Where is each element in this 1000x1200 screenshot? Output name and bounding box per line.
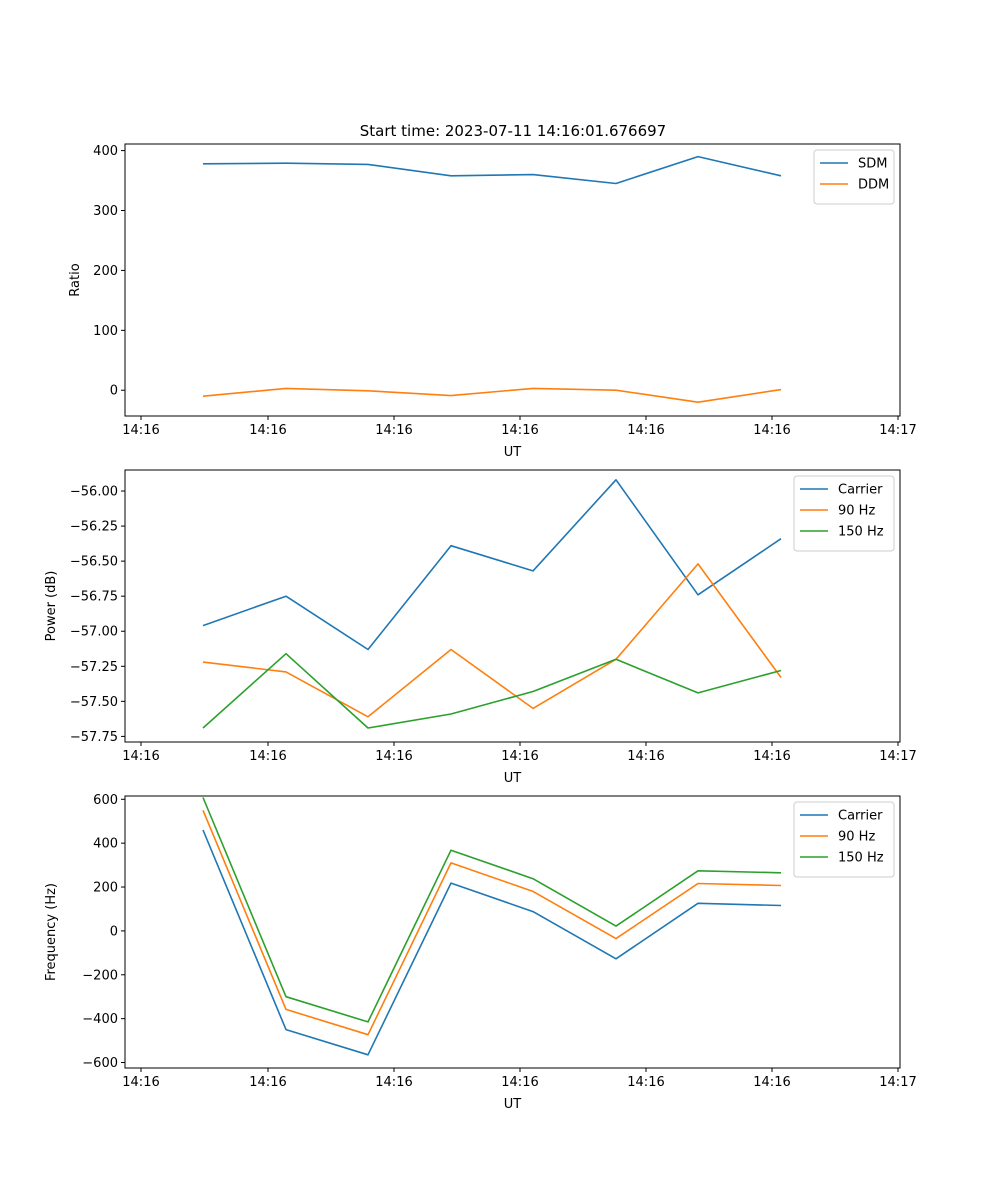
frequency-y-tick-label: −600 <box>82 1056 118 1071</box>
frequency-axes-frame <box>124 795 901 1069</box>
ratio-x-tick-label: 14:16 <box>375 423 412 438</box>
ratio-legend-label: DDM <box>858 178 889 193</box>
ratio-y-tick-label: 300 <box>93 204 118 219</box>
ratio-y-axis-label: Ratio <box>68 263 83 296</box>
frequency-y-tick-label: 200 <box>93 881 118 896</box>
frequency-x-axis-label: UT <box>504 1097 522 1112</box>
power-series-carrier <box>202 478 782 651</box>
power-x-axis-label: UT <box>504 771 522 786</box>
frequency-panel: 14:16 14:16 14:16 14:16 14:16 14:16 14:17 UT −60… <box>44 793 917 1112</box>
ratio-x-tick-label: 14:16 <box>753 423 790 438</box>
ratio-x-tick-label: 14:16 <box>122 423 159 438</box>
frequency-y-tick-label: −200 <box>82 968 118 983</box>
ratio-axes-frame <box>124 143 901 417</box>
power-y-axis-label: Power (dB) <box>44 571 59 642</box>
frequency-x-tick-label: 14:17 <box>879 1075 916 1090</box>
frequency-series-carrier <box>202 829 782 1056</box>
frequency-x-tick-label: 14:16 <box>122 1075 159 1090</box>
ratio-x-tick-label: 14:16 <box>501 423 538 438</box>
ratio-y-tick-label: 200 <box>93 264 118 279</box>
frequency-legend-label: 150 Hz <box>838 851 884 866</box>
power-x-tick-label: 14:16 <box>627 749 664 764</box>
power-y-tick-label: −56.50 <box>70 555 118 570</box>
power-x-tick-label: 14:16 <box>249 749 286 764</box>
frequency-legend-label: Carrier <box>838 809 883 824</box>
power-panel: 14:16 14:16 14:16 14:16 14:16 14:16 14:17 UT −57… <box>44 469 917 786</box>
frequency-y-tick-label: 600 <box>93 793 118 808</box>
power-y-tick-label: −56.25 <box>70 520 118 535</box>
power-y-tick-label: −57.00 <box>70 625 118 640</box>
frequency-legend-label: 90 Hz <box>838 830 875 845</box>
power-x-tick-label: 14:16 <box>753 749 790 764</box>
power-x-tick-label: 14:16 <box>122 749 159 764</box>
power-axes-frame <box>124 469 901 743</box>
power-legend: Carrier 90 Hz 150 Hz <box>793 475 895 552</box>
ratio-x-tick-label: 14:16 <box>627 423 664 438</box>
ratio-x-tick-label: 14:16 <box>249 423 286 438</box>
frequency-y-tick-label: 0 <box>110 924 118 939</box>
figure-title: Start time: 2023-07-11 14:16:01.676697 <box>360 122 666 140</box>
frequency-legend: Carrier 90 Hz 150 Hz <box>793 801 895 878</box>
power-series-90-hz <box>202 563 782 718</box>
ratio-y-tick-label: 400 <box>93 144 118 159</box>
ratio-series-ddm <box>202 387 782 404</box>
ratio-x-axis-label: UT <box>504 445 522 460</box>
power-legend-box <box>793 475 895 552</box>
power-x-tick-label: 14:17 <box>879 749 916 764</box>
ratio-legend-label: SDM <box>858 157 887 172</box>
frequency-series-90-hz <box>202 809 782 1036</box>
power-x-tick-label: 14:16 <box>375 749 412 764</box>
power-y-tick-label: −56.00 <box>70 485 118 500</box>
frequency-legend-box <box>793 801 895 878</box>
power-y-tick-label: −57.75 <box>70 730 118 745</box>
frequency-x-tick-label: 14:16 <box>249 1075 286 1090</box>
power-legend-label: 150 Hz <box>838 525 884 540</box>
ratio-y-tick-label: 0 <box>110 384 118 399</box>
power-y-tick-label: −56.75 <box>70 590 118 605</box>
power-y-tick-label: −57.25 <box>70 660 118 675</box>
ratio-panel: 14:16 14:16 14:16 14:16 14:16 14:16 14:17 UT 0 10… <box>68 143 917 460</box>
power-x-tick-label: 14:16 <box>501 749 538 764</box>
ratio-legend: SDM DDM <box>813 149 895 205</box>
power-y-tick-label: −57.50 <box>70 695 118 710</box>
frequency-x-tick-label: 14:16 <box>375 1075 412 1090</box>
frequency-y-tick-label: 400 <box>93 837 118 852</box>
power-legend-label: 90 Hz <box>838 504 875 519</box>
frequency-x-tick-label: 14:16 <box>627 1075 664 1090</box>
frequency-series-150-hz <box>202 797 782 1023</box>
ratio-series-sdm <box>202 155 782 185</box>
ratio-y-tick-label: 100 <box>93 324 118 339</box>
power-series-150-hz <box>202 652 782 729</box>
frequency-y-tick-label: −400 <box>82 1012 118 1027</box>
ratio-x-tick-label: 14:17 <box>879 423 916 438</box>
frequency-y-axis-label: Frequency (Hz) <box>44 883 59 981</box>
frequency-x-tick-label: 14:16 <box>501 1075 538 1090</box>
power-legend-label: Carrier <box>838 483 883 498</box>
frequency-x-tick-label: 14:16 <box>753 1075 790 1090</box>
